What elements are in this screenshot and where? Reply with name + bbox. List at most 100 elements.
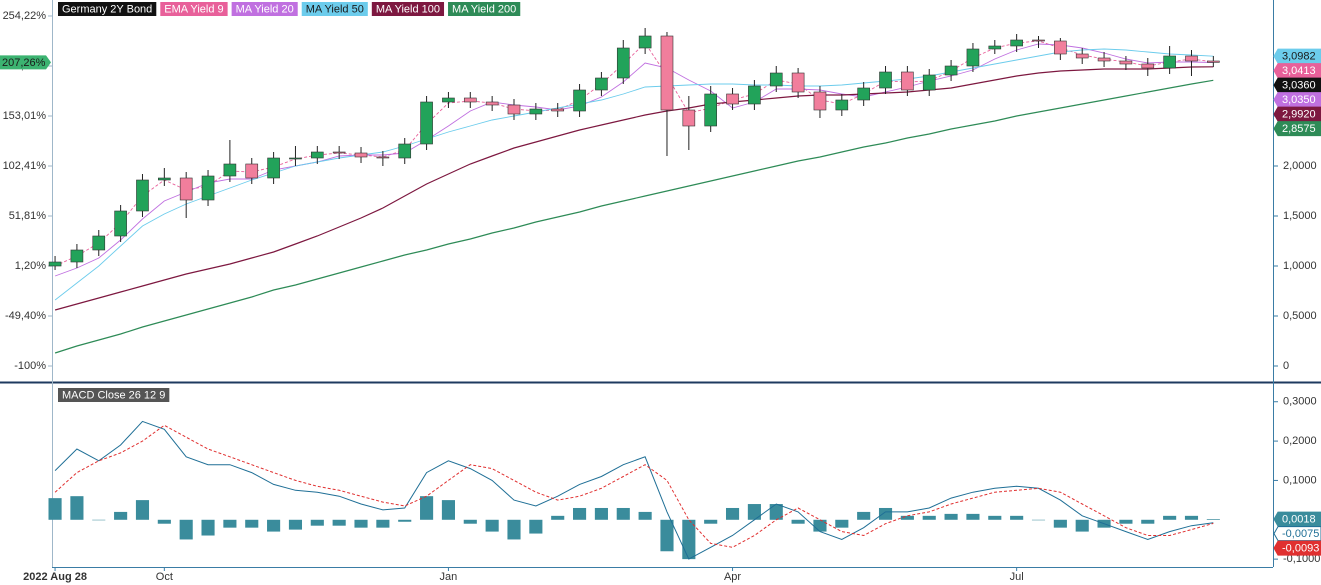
value-flag-text: -0,0093 [1282, 542, 1319, 554]
histogram-bar [638, 511, 652, 520]
value-flag-text: 3,0413 [1282, 65, 1316, 77]
candle-body [966, 48, 980, 67]
candle-body [791, 72, 805, 93]
histogram-bar [988, 515, 1002, 520]
candle-body [1185, 55, 1198, 62]
legend-item-box [231, 2, 298, 16]
histogram-bar [223, 519, 237, 528]
histogram-bar [135, 500, 150, 520]
histogram-bar [485, 519, 499, 532]
histogram-bar [245, 519, 259, 528]
histogram-bar [1010, 515, 1024, 520]
candle-body [944, 65, 958, 76]
y-tick-label: 1,5000 [1283, 210, 1317, 222]
y2-tick-label: 254,22% [3, 10, 47, 22]
candle-body [136, 179, 149, 212]
y2-marker-text: 207,26% [2, 57, 46, 69]
histogram-bar [420, 496, 434, 520]
histogram-bar [332, 519, 346, 526]
value-flag-text: -0,0075 [1282, 528, 1319, 540]
candle-body [114, 210, 127, 237]
value-flag: 3,0982 [1273, 48, 1321, 64]
histogram-bar [682, 519, 696, 560]
candle-body [245, 163, 259, 179]
histogram-bar [616, 507, 630, 520]
candle-body [92, 235, 106, 251]
histogram-bar [1163, 515, 1177, 520]
candle-body [682, 109, 696, 127]
histogram-bar [900, 515, 914, 520]
y-tick-label: 1,0000 [1283, 260, 1317, 272]
candle-body [616, 47, 630, 79]
histogram-bar [398, 519, 412, 522]
candle-body [835, 99, 849, 111]
ma-line [54, 66, 1214, 311]
legend-item-box [448, 2, 521, 16]
histogram-bar [92, 519, 106, 521]
legend-item: EMA Yield 9 [160, 2, 228, 16]
histogram-bar [1075, 519, 1089, 532]
candle-body [1054, 40, 1067, 55]
candle-body [267, 157, 280, 179]
value-flag: 3,0360 [1273, 77, 1321, 93]
y2-marker-box [0, 55, 51, 70]
indicator-title-box [58, 388, 170, 402]
candle-body [1010, 39, 1023, 47]
histogram-bar [769, 504, 783, 520]
histogram-bar [704, 519, 718, 524]
candle-body [726, 93, 739, 105]
candle-body [922, 74, 936, 91]
macd-line [54, 424, 1214, 548]
candle-body [529, 108, 543, 115]
histogram-bar [507, 519, 521, 540]
candle-body [638, 35, 652, 49]
value-flag-box [1273, 106, 1321, 122]
candle-body [857, 87, 870, 101]
candle-body [879, 71, 892, 89]
legend-item-box [58, 2, 157, 16]
candle-body [179, 177, 193, 201]
x-tick-label: Oct [156, 571, 173, 583]
candle-body [769, 72, 783, 87]
candle-body [70, 249, 84, 263]
value-flag-box [1273, 540, 1321, 556]
candle-body [1141, 63, 1155, 69]
histogram-bar [267, 519, 281, 532]
histogram-bar [1141, 519, 1155, 524]
value-flag-box [1273, 92, 1321, 108]
candle-body [1075, 53, 1089, 59]
value-flag: -0,0093 [1273, 540, 1321, 556]
histogram-bar [48, 498, 62, 520]
ma-line [54, 43, 1214, 277]
x-tick-label: Jan [440, 571, 458, 583]
candle-body [748, 85, 761, 105]
histogram-bar [660, 519, 674, 552]
value-flag-box [1273, 121, 1321, 137]
value-flag-box [1273, 77, 1321, 93]
candle-body [485, 101, 499, 106]
y2-tick-label: 51,81% [9, 210, 47, 222]
legend-item: MA Yield 50 [301, 2, 368, 16]
indicator-title-text: MACD Close 26 12 9 [62, 389, 165, 401]
value-flag-text: 3,0350 [1282, 94, 1316, 106]
histogram-bar [551, 515, 565, 520]
value-flag: 3,0413 [1273, 63, 1321, 79]
histogram-bar [1184, 515, 1199, 520]
histogram-bar [725, 507, 740, 520]
candle-body [704, 93, 717, 127]
y-tick-label: 0,5000 [1283, 310, 1317, 322]
legend-item-text: MA Yield 100 [376, 3, 440, 15]
candle-body [573, 89, 586, 112]
macd-line [54, 420, 1214, 560]
y2-tick-label: -49,40% [5, 310, 46, 322]
histogram-bar [857, 511, 871, 520]
value-flag-text: 3,0982 [1282, 51, 1316, 63]
ma-line [54, 79, 1214, 354]
y2-tick-label: 1,20% [15, 260, 46, 272]
value-flag-text: 2,9920 [1282, 109, 1316, 121]
value-flag-box [1273, 48, 1321, 64]
candle-body [813, 91, 827, 111]
value-flag-box [1273, 526, 1321, 542]
histogram-bar [594, 507, 608, 520]
histogram-bar [1053, 519, 1067, 528]
